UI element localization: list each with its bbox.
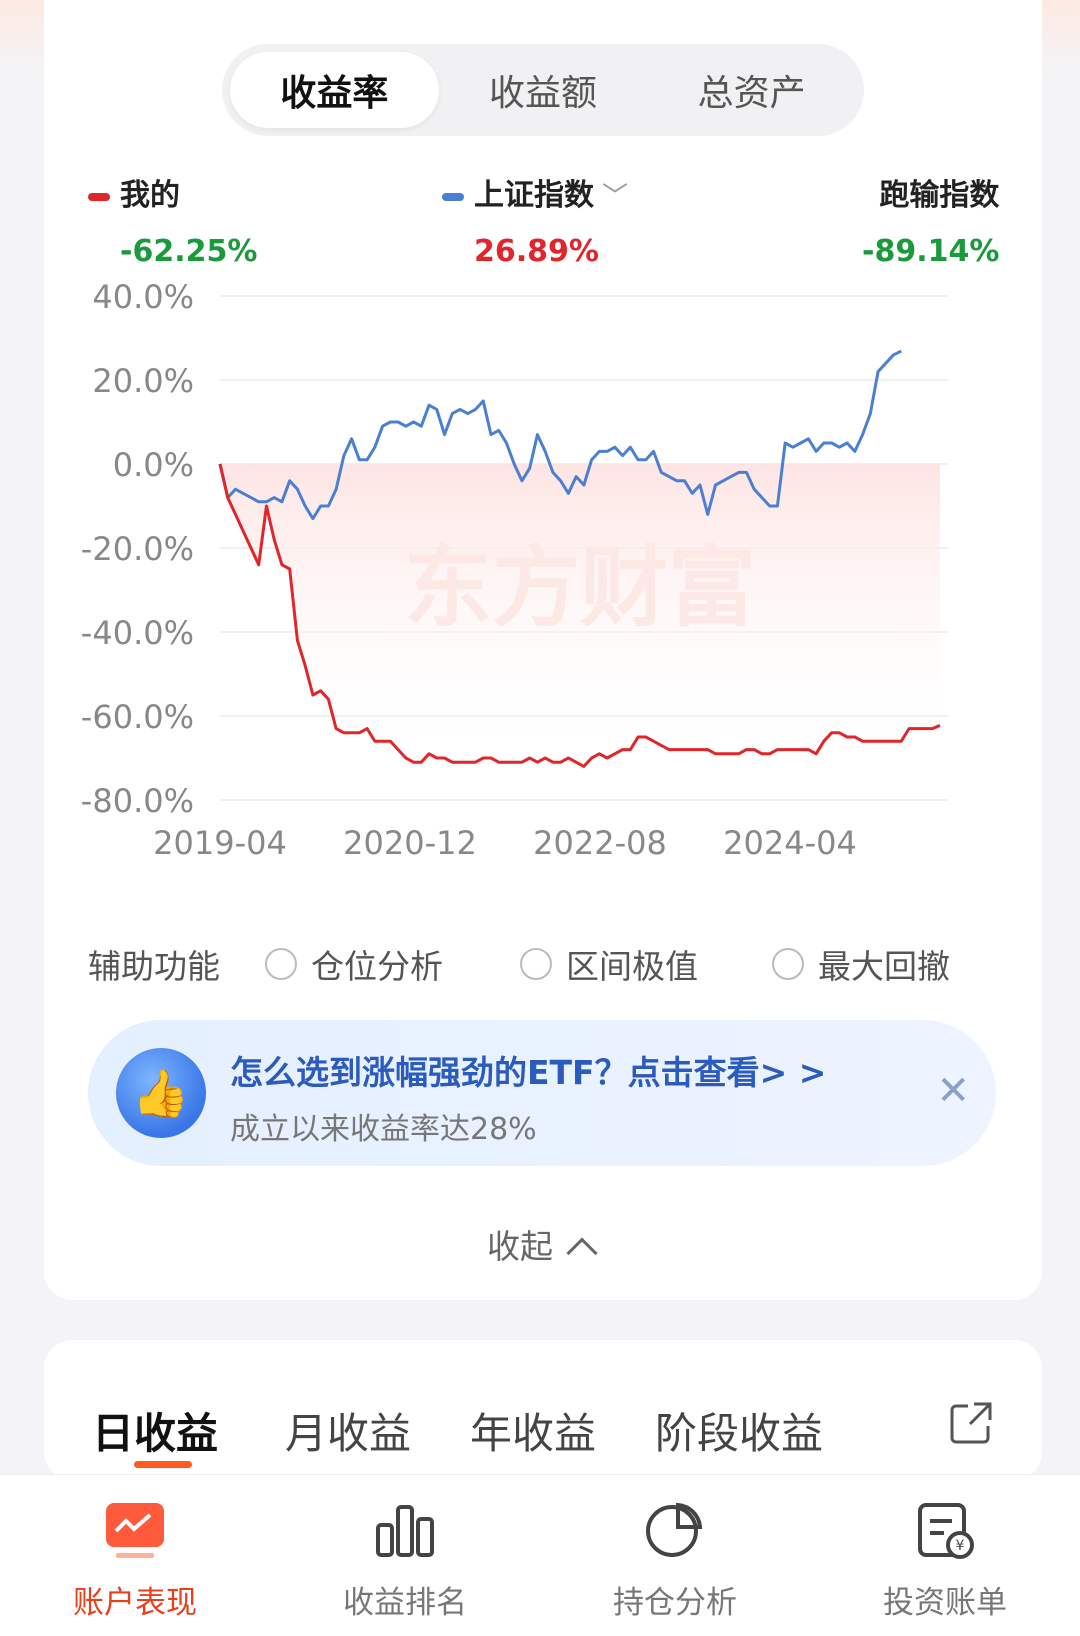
promo-subtitle: 成立以来收益率达28% [230, 1112, 537, 1147]
radio-circle-icon [772, 948, 804, 980]
y-tick-label: 20.0% [92, 362, 194, 400]
radio-position-analysis[interactable]: 仓位分析 [265, 940, 443, 988]
y-tick-label: -20.0% [81, 530, 194, 568]
tab-return-amount[interactable]: 收益额 [489, 73, 598, 114]
mine-series-line [218, 463, 941, 768]
pie-chart-icon [646, 1502, 703, 1557]
radio-max-drawdown[interactable]: 最大回撤 [772, 940, 950, 988]
mine-swatch [88, 192, 110, 201]
etf-promo-banner[interactable]: 👍 怎么选到涨幅强劲的ETF？点击查看> > 成立以来收益率达28% ✕ [88, 1020, 996, 1166]
aux-label: 辅助功能 [88, 947, 220, 986]
legend-beat-value: -89.14% [862, 234, 1000, 269]
x-tick-label: 2022-08 [533, 824, 667, 862]
mine-area [220, 464, 940, 767]
y-tick-label: 0.0% [113, 446, 194, 484]
radio-label: 最大回撤 [818, 947, 950, 986]
legend-mine-label: 我的 [120, 178, 180, 213]
nav-holding-analysis[interactable]: 持仓分析 [540, 1475, 810, 1636]
nav-account-performance[interactable]: 账户表现 [0, 1475, 270, 1636]
tab-daily-return[interactable]: 日收益 [92, 1409, 219, 1458]
legend-mine-value: -62.25% [120, 234, 258, 269]
svg-text:¥: ¥ [956, 1538, 965, 1554]
trend-chart-icon [106, 1503, 164, 1558]
y-tick-label: -80.0% [81, 782, 194, 820]
nav-label: 持仓分析 [613, 1585, 737, 1621]
tab-monthly-return[interactable]: 月收益 [285, 1409, 412, 1458]
collapse-label: 收起 [487, 1227, 553, 1266]
legend-beat: 跑输指数 -89.14% [862, 170, 999, 269]
thumbs-up-icon: 👍 [116, 1048, 206, 1138]
tab-stage-return[interactable]: 阶段收益 [655, 1409, 824, 1458]
bottom-nav: 账户表现 收益排名 持仓分析 ¥ 投资账单 [0, 1474, 1080, 1636]
legend-mine: 我的 -62.25% [88, 170, 257, 269]
bar-chart-icon [376, 1505, 434, 1557]
share-icon[interactable] [948, 1400, 994, 1446]
metric-segmented-control: 收益率 收益额 总资产 [222, 44, 864, 136]
nav-label: 收益排名 [343, 1585, 467, 1621]
return-line-chart[interactable]: 东方财富40.0%20.0%0.0%-20.0%-40.0%-60.0%-80.… [80, 280, 1000, 900]
radio-label: 仓位分析 [311, 947, 443, 986]
collapse-button[interactable]: 收起 [0, 1220, 1080, 1269]
index-series-line [218, 349, 902, 521]
legend-index-value: 26.89% [474, 234, 599, 269]
y-tick-label: 40.0% [92, 280, 194, 316]
chevron-down-icon: ﹀ [602, 182, 629, 212]
nav-return-ranking[interactable]: 收益排名 [270, 1475, 540, 1636]
promo-title[interactable]: 怎么选到涨幅强劲的ETF？点击查看> > [230, 1053, 827, 1092]
close-icon[interactable]: ✕ [936, 1068, 970, 1114]
period-card [44, 1340, 1042, 1480]
tab-return-rate[interactable]: 收益率 [230, 52, 439, 128]
legend-beat-label: 跑输指数 [879, 178, 1000, 213]
active-tab-indicator [134, 1461, 192, 1468]
radio-label: 区间极值 [566, 947, 698, 986]
radio-circle-icon [520, 948, 552, 980]
legend-index-label: 上证指数 [474, 178, 594, 213]
nav-investment-bill[interactable]: ¥ 投资账单 [810, 1475, 1080, 1636]
radio-range-extreme[interactable]: 区间极值 [520, 940, 698, 988]
bill-icon: ¥ [918, 1503, 974, 1559]
radio-circle-icon [265, 948, 297, 980]
y-tick-label: -40.0% [81, 614, 194, 652]
nav-label: 投资账单 [883, 1585, 1007, 1621]
tab-total-assets[interactable]: 总资产 [697, 73, 806, 114]
x-tick-label: 2019-04 [153, 824, 287, 862]
y-tick-label: -60.0% [81, 698, 194, 736]
tab-yearly-return[interactable]: 年收益 [470, 1409, 597, 1458]
chevron-up-icon [566, 1237, 598, 1269]
index-swatch [442, 192, 464, 201]
legend-index[interactable]: 上证指数 ﹀ 26.89% [442, 170, 628, 269]
nav-label: 账户表现 [73, 1585, 197, 1621]
x-tick-label: 2024-04 [723, 824, 857, 862]
x-tick-label: 2020-12 [343, 824, 477, 862]
